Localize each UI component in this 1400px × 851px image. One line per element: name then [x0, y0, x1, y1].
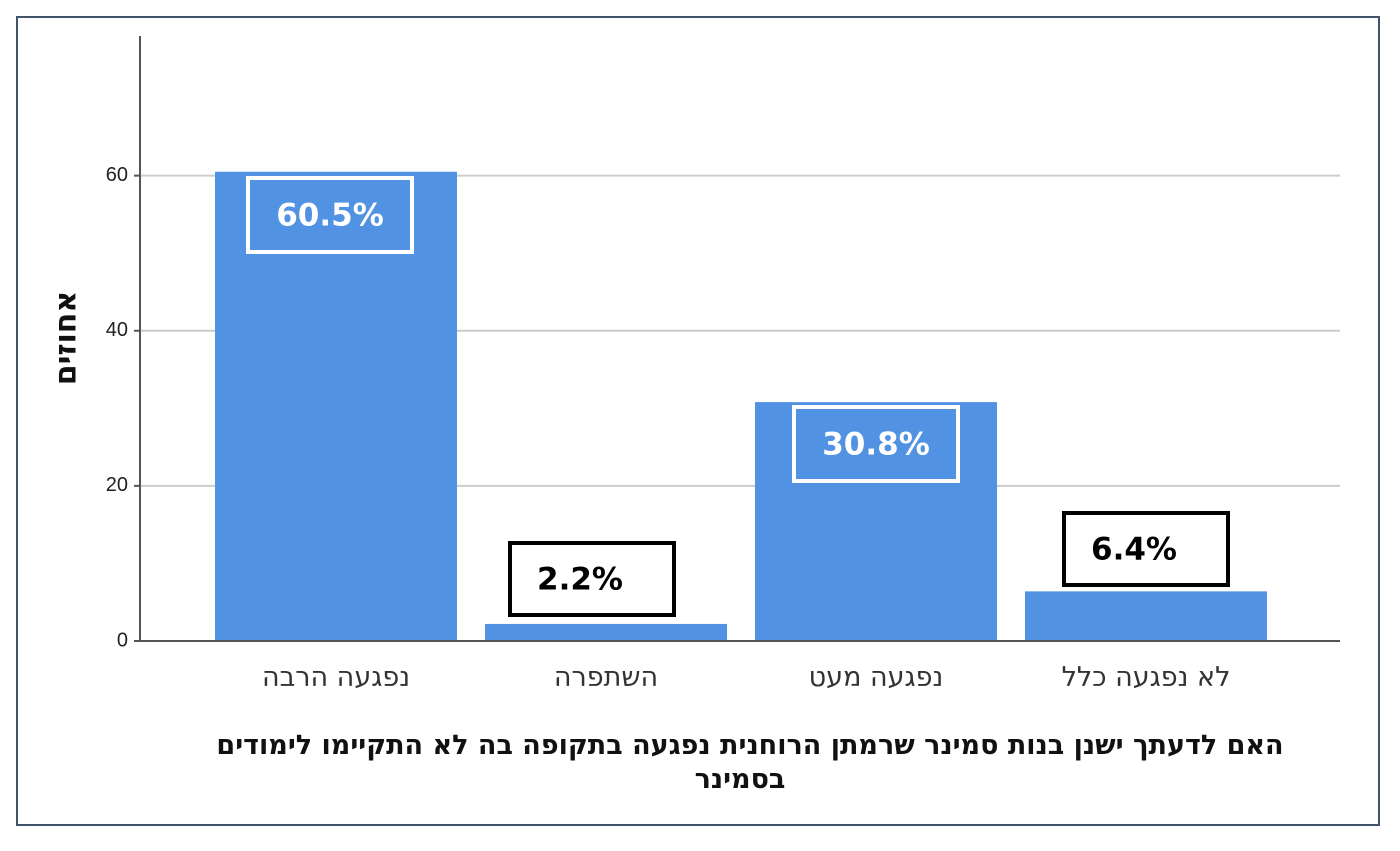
- data-label-box-2: [508, 541, 676, 617]
- axes: [139, 36, 1340, 642]
- y-tick-label-60: 60: [106, 164, 128, 186]
- data-labels: 60.5% 2.2% 30.8% 6.4%: [246, 176, 1230, 617]
- data-label-3: 30.8%: [822, 427, 930, 463]
- y-tick-label-40: 40: [106, 319, 128, 341]
- data-label-4: 6.4%: [1091, 532, 1177, 568]
- x-axis-label-line-1: האם לדעתך ישנן בנות סמינר שרמתן הרוחנית …: [216, 730, 1283, 761]
- category-label-4: לא נפגעה כלל: [1062, 662, 1231, 693]
- data-label-box-1: [246, 176, 414, 254]
- category-label-3: נפגעה מעט: [809, 662, 944, 693]
- data-label-box-4: [1062, 511, 1230, 587]
- bar-1: [215, 171, 457, 641]
- category-label-1: נפגעה הרבה: [262, 662, 410, 693]
- bars: [215, 171, 1267, 641]
- data-label-1: 60.5%: [276, 198, 384, 234]
- y-tick-labels: 0 20 40 60: [106, 164, 140, 651]
- category-label-2: השתפרה: [554, 662, 658, 693]
- category-labels: נפגעה הרבה השתפרה נפגעה מעט לא נפגעה כלל: [262, 662, 1230, 693]
- data-label-2: 2.2%: [537, 562, 623, 598]
- bar-2: [485, 623, 727, 641]
- y-tick-label-20: 20: [106, 474, 128, 496]
- data-label-box-3: [792, 405, 960, 483]
- x-axis-label-line-2: בסמינר: [695, 764, 786, 795]
- bar-4: [1025, 591, 1267, 641]
- y-tick-label-0: 0: [117, 629, 128, 651]
- y-axis-label: אחוזים: [49, 291, 84, 385]
